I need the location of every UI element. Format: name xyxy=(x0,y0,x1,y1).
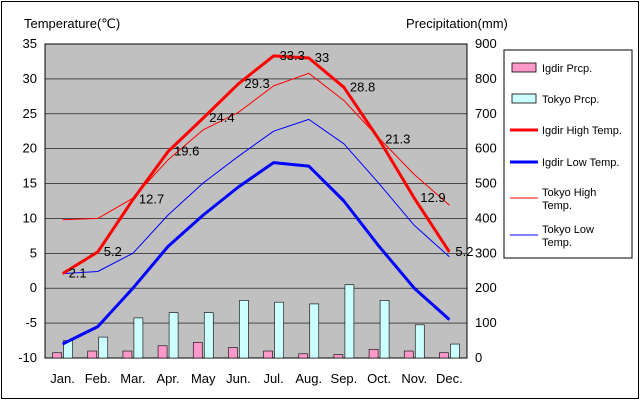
plot-background xyxy=(44,43,468,359)
igdir-precipitation-bar xyxy=(87,350,98,359)
igdir-precipitation-bar xyxy=(333,354,344,359)
igdir-precipitation-bar xyxy=(192,341,203,359)
legend-box xyxy=(503,49,633,259)
igdir-precipitation-bar xyxy=(439,352,449,359)
month-tick-label: Jul. xyxy=(263,371,283,386)
tokyo-precipitation-bar xyxy=(309,303,320,359)
month-tick-label: Mar. xyxy=(120,371,145,386)
month-tick-label: Nov. xyxy=(401,371,427,386)
legend-label: Tokyo High Temp. xyxy=(542,187,596,212)
precipitation-tick-label: 200 xyxy=(475,280,497,295)
igdir-high-temp-label: 33 xyxy=(315,50,329,65)
legend-label: Igdir High Temp. xyxy=(542,125,622,137)
month-tick-label: Jun. xyxy=(226,371,251,386)
month-tick-label: Aug. xyxy=(295,371,322,386)
tokyo-precipitation-bar xyxy=(168,312,179,359)
temperature-tick-label: -10 xyxy=(18,350,37,365)
precipitation-tick-label: 400 xyxy=(475,210,497,225)
precipitation-tick-label: 800 xyxy=(475,71,497,86)
legend: Igdir Prcp. Tokyo Prcp. Igdir High Temp. Ig… xyxy=(503,49,633,259)
legend-label: Igdir Low Temp. xyxy=(542,157,619,169)
igdir-high-temp-label: 19.6 xyxy=(174,143,199,158)
igdir-precipitation-bar xyxy=(52,352,62,359)
tokyo-precipitation-bar xyxy=(98,336,109,359)
igdir-high-temp-label: 5.2 xyxy=(455,244,473,259)
tokyo-precipitation-bar xyxy=(239,300,249,359)
precipitation-tick-label: 900 xyxy=(475,36,497,51)
tokyo-precipitation-bar xyxy=(274,301,284,359)
temperature-tick-label: 30 xyxy=(23,71,37,86)
igdir-precipitation-bar xyxy=(263,350,273,359)
igdir-precipitation-bar xyxy=(403,350,414,359)
month-tick-label: Oct. xyxy=(367,371,391,386)
igdir-high-temp-label: 12.7 xyxy=(139,192,164,207)
tokyo-precipitation-bar xyxy=(379,300,390,359)
igdir-low-temp-line xyxy=(61,161,451,346)
igdir-high-temp-label: 33.3 xyxy=(280,48,305,63)
igdir-high-temp-label: 12.9 xyxy=(420,190,445,205)
precipitation-tick-label: 600 xyxy=(475,141,497,156)
igdir-high-temp-label: 28.8 xyxy=(350,79,375,94)
month-tick-label: May xyxy=(191,371,216,386)
temperature-tick-label: 15 xyxy=(23,176,37,191)
tokyo-precipitation-bar xyxy=(133,317,144,359)
legend-swatch xyxy=(511,62,537,73)
precipitation-tick-label: 300 xyxy=(475,245,497,260)
month-tick-label: Feb. xyxy=(85,371,111,386)
legend-label-line: Tokyo High xyxy=(542,187,596,199)
igdir-high-temp-label: 29.3 xyxy=(244,76,269,91)
precipitation-tick-label: 500 xyxy=(475,176,497,191)
legend-label-line: Tokyo Low xyxy=(542,224,594,236)
igdir-high-temp-label: 5.2 xyxy=(104,244,122,259)
igdir-high-temp-line xyxy=(61,54,451,275)
legend-label: Tokyo Low Temp. xyxy=(542,224,594,249)
temperature-axis-title: Temperature(℃) xyxy=(24,16,120,31)
legend-label-line: Temp. xyxy=(542,200,572,212)
month-tick-label: Dec. xyxy=(436,371,463,386)
legend-label-line: Temp. xyxy=(542,237,572,249)
precipitation-axis-title: Precipitation(mm) xyxy=(406,16,508,31)
igdir-high-temp-label: 24.4 xyxy=(209,110,234,125)
month-tick-label: Jan. xyxy=(50,371,75,386)
temperature-tick-label: 20 xyxy=(23,141,37,156)
precipitation-tick-label: 100 xyxy=(475,315,497,330)
month-tick-label: Sep. xyxy=(331,371,358,386)
igdir-precipitation-bar xyxy=(228,347,238,359)
igdir-high-temp-label: 2.1 xyxy=(69,266,87,281)
igdir-precipitation-bar xyxy=(122,350,133,359)
tokyo-precipitation-bar xyxy=(414,324,425,359)
tokyo-low-temp-line xyxy=(62,118,450,275)
temperature-tick-label: -5 xyxy=(25,315,37,330)
legend-label: Igdir Prcp. xyxy=(542,63,592,75)
temperature-tick-label: 5 xyxy=(30,245,37,260)
temperature-tick-label: 35 xyxy=(23,36,37,51)
igdir-precipitation-bar xyxy=(298,353,309,359)
tokyo-precipitation-bar xyxy=(450,343,460,359)
temperature-tick-label: 10 xyxy=(23,210,37,225)
igdir-high-temp-label: 21.3 xyxy=(385,132,410,147)
tokyo-precipitation-bar xyxy=(344,284,355,359)
legend-label: Tokyo Prcp. xyxy=(542,94,599,106)
precipitation-tick-label: 0 xyxy=(475,350,482,365)
tokyo-precipitation-bar xyxy=(203,312,214,359)
precipitation-tick-label: 700 xyxy=(475,106,497,121)
month-tick-label: Apr. xyxy=(157,371,180,386)
temperature-tick-label: 25 xyxy=(23,106,37,121)
plot-area: -10 -5 0 5 10 15 20 25 30 35 0 100 200 300 400 500 600 70… xyxy=(18,36,497,386)
igdir-precipitation-bar xyxy=(368,348,379,359)
temperature-tick-label: 0 xyxy=(30,280,37,295)
tokyo-high-temp-line xyxy=(62,72,450,221)
igdir-precipitation-bar xyxy=(157,345,168,359)
legend-swatch xyxy=(511,93,537,104)
